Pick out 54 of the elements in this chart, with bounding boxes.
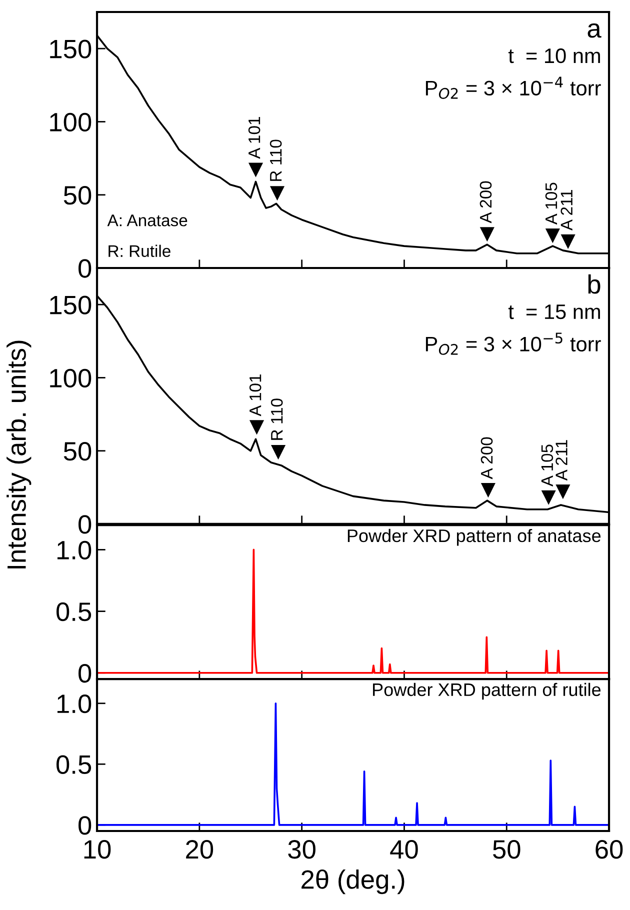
point <box>270 445 286 460</box>
point <box>545 228 560 244</box>
x-tick-label: 30 <box>288 840 316 859</box>
y-tick-label: 50 <box>64 442 92 461</box>
point <box>270 186 285 201</box>
annotation: A: Anatase <box>107 214 188 226</box>
annotation: A 101 <box>249 374 262 416</box>
annotation: P$_{O2}$ = 3 × 10$^{−4}$ torr <box>426 76 601 99</box>
line-series <box>97 702 610 826</box>
point <box>248 162 264 178</box>
line-series <box>97 548 610 674</box>
y-tick-label: 150 <box>50 296 92 314</box>
y-tick-label: 0 <box>78 816 92 835</box>
annotation: t = 15 nm <box>508 304 600 320</box>
y-tick-label: 0.5 <box>56 602 92 622</box>
y-tick-label: 50 <box>64 186 92 205</box>
y-tick-label: 0 <box>78 515 92 534</box>
y-tick-label: 100 <box>50 112 92 132</box>
chart-title: a <box>588 23 602 38</box>
x-tick-label: 50 <box>493 840 520 859</box>
y-tick-label: 100 <box>50 368 92 388</box>
annotation: P$_{O2}$ = 3 × 10$^{−5}$ torr <box>426 332 601 355</box>
annotation: A 200 <box>480 181 492 224</box>
annotation: A 105 <box>541 444 554 487</box>
y-tick-label: 0 <box>78 259 92 278</box>
annotation: A 211 <box>556 440 568 481</box>
annotation: A 211 <box>560 190 572 231</box>
annotation: A 200 <box>480 437 493 480</box>
y-tick-label: 1.0 <box>57 694 92 714</box>
y-tick-label: 1.0 <box>57 540 92 560</box>
point <box>480 227 494 242</box>
x-tick-label: 40 <box>390 840 418 859</box>
annotation: Powder XRD pattern of rutile <box>373 682 601 700</box>
annotation: R: Rutile <box>108 244 170 258</box>
x-tick-label: 10 <box>84 840 111 859</box>
x-axis-title: 2θ (deg.) <box>302 870 404 894</box>
annotation: R 110 <box>270 398 283 440</box>
y-axis-title: Intensity (arb. units) <box>6 340 32 568</box>
chart-title: b <box>588 274 600 294</box>
annotation: A 105 <box>545 182 558 225</box>
point <box>249 420 264 435</box>
point <box>480 483 496 498</box>
annotation: R 110 <box>270 140 282 181</box>
x-tick-label: 20 <box>186 840 214 859</box>
point <box>556 484 570 500</box>
point <box>541 490 556 505</box>
annotation: A 101 <box>248 117 260 159</box>
point <box>560 234 576 249</box>
annotation: t = 10 nm <box>508 48 600 64</box>
annotation: Powder XRD pattern of anatase <box>348 528 601 546</box>
y-tick-label: 150 <box>50 40 92 58</box>
x-tick-label: 60 <box>596 840 623 859</box>
y-tick-label: 0 <box>78 664 92 683</box>
y-tick-label: 0.5 <box>56 755 92 774</box>
